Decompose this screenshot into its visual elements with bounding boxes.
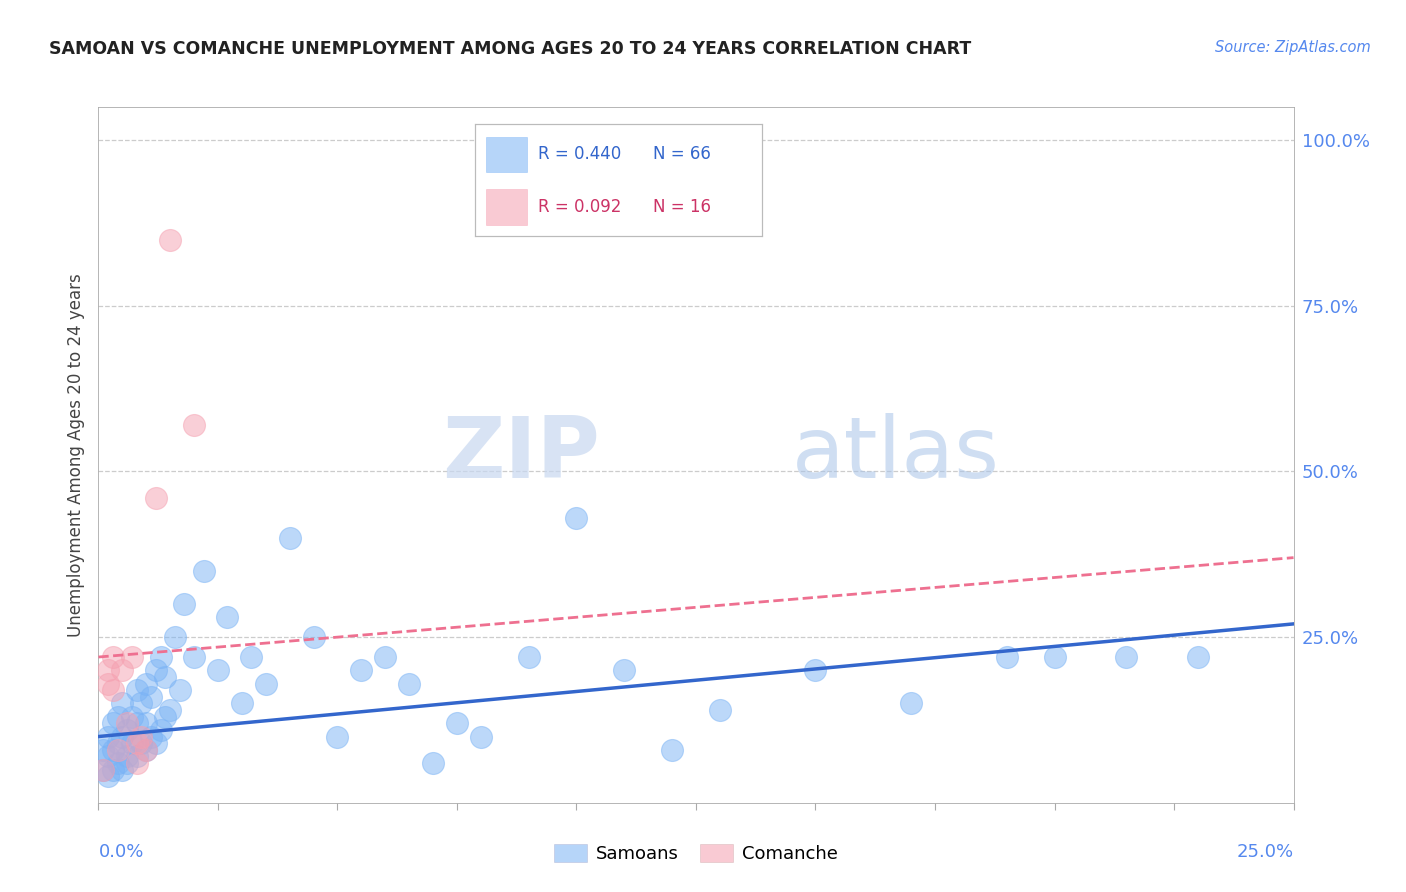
Text: N = 16: N = 16	[652, 198, 710, 216]
Point	[111, 663, 134, 677]
Point	[145, 736, 167, 750]
Text: N = 66: N = 66	[652, 145, 710, 163]
Point	[278, 531, 301, 545]
Point	[101, 716, 124, 731]
Point	[350, 663, 373, 677]
Point	[135, 676, 157, 690]
Point	[231, 697, 253, 711]
Point	[101, 650, 124, 665]
Point	[1187, 650, 1209, 665]
Point	[131, 736, 153, 750]
FancyBboxPatch shape	[486, 189, 526, 225]
Point	[374, 650, 396, 665]
Point	[709, 703, 731, 717]
Point	[115, 723, 138, 737]
Point	[155, 670, 177, 684]
FancyBboxPatch shape	[486, 136, 526, 172]
Point	[159, 233, 181, 247]
Point	[121, 736, 143, 750]
Point	[139, 730, 162, 744]
Point	[107, 756, 129, 770]
Point	[149, 723, 172, 737]
Point	[183, 418, 205, 433]
Point	[1115, 650, 1137, 665]
Point	[470, 730, 492, 744]
Point	[398, 676, 420, 690]
Point	[107, 743, 129, 757]
Point	[254, 676, 277, 690]
Point	[97, 730, 120, 744]
Point	[183, 650, 205, 665]
Point	[131, 730, 153, 744]
Text: R = 0.440: R = 0.440	[538, 145, 621, 163]
Point	[565, 511, 588, 525]
Point	[97, 769, 120, 783]
Point	[139, 690, 162, 704]
Point	[517, 650, 540, 665]
Point	[101, 683, 124, 698]
Point	[111, 763, 134, 777]
Point	[121, 709, 143, 723]
Text: Source: ZipAtlas.com: Source: ZipAtlas.com	[1215, 40, 1371, 55]
Text: atlas: atlas	[792, 413, 1000, 497]
Point	[240, 650, 263, 665]
Point	[995, 650, 1018, 665]
Point	[145, 663, 167, 677]
Point	[169, 683, 191, 698]
Point	[155, 709, 177, 723]
Point	[97, 749, 120, 764]
Point	[135, 743, 157, 757]
Point	[149, 650, 172, 665]
Point	[115, 716, 138, 731]
Y-axis label: Unemployment Among Ages 20 to 24 years: Unemployment Among Ages 20 to 24 years	[66, 273, 84, 637]
Text: SAMOAN VS COMANCHE UNEMPLOYMENT AMONG AGES 20 TO 24 YEARS CORRELATION CHART: SAMOAN VS COMANCHE UNEMPLOYMENT AMONG AG…	[49, 40, 972, 58]
Point	[1043, 650, 1066, 665]
Text: R = 0.092: R = 0.092	[538, 198, 621, 216]
Point	[125, 736, 148, 750]
Point	[302, 630, 325, 644]
Point	[613, 663, 636, 677]
Point	[115, 749, 138, 764]
Point	[121, 650, 143, 665]
Point	[125, 749, 148, 764]
Point	[101, 763, 124, 777]
Point	[125, 716, 148, 731]
Point	[163, 630, 186, 644]
Point	[91, 763, 114, 777]
Point	[159, 703, 181, 717]
Point	[111, 697, 134, 711]
Point	[207, 663, 229, 677]
Point	[107, 736, 129, 750]
Text: 25.0%: 25.0%	[1236, 843, 1294, 861]
Legend: Samoans, Comanche: Samoans, Comanche	[547, 837, 845, 871]
Point	[446, 716, 468, 731]
Point	[145, 491, 167, 505]
Point	[900, 697, 922, 711]
Point	[661, 743, 683, 757]
Point	[125, 756, 148, 770]
Point	[804, 663, 827, 677]
Point	[173, 597, 195, 611]
Point	[125, 683, 148, 698]
Point	[107, 709, 129, 723]
Point	[111, 730, 134, 744]
Point	[101, 743, 124, 757]
Point	[115, 756, 138, 770]
Text: ZIP: ZIP	[443, 413, 600, 497]
Point	[97, 676, 120, 690]
Point	[422, 756, 444, 770]
Point	[135, 743, 157, 757]
Point	[217, 610, 239, 624]
Point	[131, 697, 153, 711]
Text: 0.0%: 0.0%	[98, 843, 143, 861]
Point	[326, 730, 349, 744]
Point	[91, 743, 114, 757]
Point	[97, 663, 120, 677]
Point	[193, 564, 215, 578]
Point	[135, 716, 157, 731]
Point	[91, 763, 114, 777]
